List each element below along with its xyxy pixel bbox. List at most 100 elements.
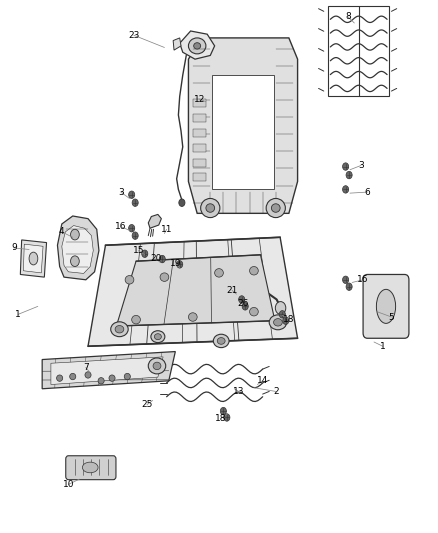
Ellipse shape [177,261,183,268]
Ellipse shape [188,313,197,321]
Ellipse shape [125,276,134,284]
Polygon shape [148,214,161,228]
Polygon shape [88,237,297,346]
Ellipse shape [194,43,201,49]
Polygon shape [188,38,297,213]
Ellipse shape [224,414,230,421]
Text: 13: 13 [233,387,244,396]
Text: 19: 19 [170,260,181,268]
Ellipse shape [343,185,349,193]
Text: 1: 1 [15,310,21,319]
Text: 4: 4 [59,228,65,237]
Ellipse shape [98,377,104,384]
Polygon shape [62,225,93,273]
Ellipse shape [250,308,258,316]
Text: 5: 5 [389,312,394,321]
Text: 3: 3 [118,188,124,197]
Ellipse shape [109,375,115,381]
Ellipse shape [250,266,258,275]
Polygon shape [68,458,113,477]
Ellipse shape [132,199,138,206]
Ellipse shape [29,252,38,265]
Polygon shape [173,38,181,50]
Ellipse shape [279,311,286,318]
Ellipse shape [159,255,165,263]
Ellipse shape [269,315,287,330]
Polygon shape [193,114,206,122]
Ellipse shape [57,375,63,381]
Ellipse shape [132,316,141,324]
Ellipse shape [188,38,206,54]
Ellipse shape [343,163,349,170]
Ellipse shape [85,372,91,378]
Ellipse shape [376,289,396,324]
Text: 23: 23 [128,31,140,40]
Ellipse shape [217,337,225,344]
Polygon shape [193,99,206,107]
Text: 21: 21 [226,286,238,295]
Ellipse shape [215,269,223,277]
Ellipse shape [82,462,98,473]
Ellipse shape [153,362,161,369]
Ellipse shape [206,204,215,212]
Ellipse shape [111,322,128,337]
Text: 16: 16 [115,222,127,231]
Text: 8: 8 [345,12,351,21]
Polygon shape [57,216,99,280]
Polygon shape [117,255,275,326]
Text: 1: 1 [380,342,385,351]
Ellipse shape [242,303,248,310]
Ellipse shape [160,273,169,281]
Text: 20: 20 [150,254,161,263]
Text: 18: 18 [283,315,295,324]
Text: 9: 9 [11,244,17,253]
Polygon shape [193,144,206,152]
Text: 6: 6 [364,188,370,197]
Polygon shape [23,244,43,273]
Polygon shape [20,240,46,277]
Text: 16: 16 [357,275,369,284]
Ellipse shape [343,276,349,284]
Ellipse shape [151,330,165,343]
Text: 10: 10 [63,480,74,489]
Ellipse shape [124,373,131,379]
Text: 12: 12 [194,94,205,103]
Ellipse shape [132,232,138,239]
Text: 3: 3 [358,161,364,170]
Polygon shape [180,31,215,59]
Ellipse shape [154,334,161,340]
FancyBboxPatch shape [66,456,116,480]
Text: 14: 14 [257,376,268,385]
Ellipse shape [283,317,289,325]
Ellipse shape [346,283,352,290]
FancyBboxPatch shape [363,274,409,338]
Polygon shape [193,159,206,166]
Text: 18: 18 [215,414,227,423]
Ellipse shape [272,204,280,212]
Ellipse shape [220,407,226,415]
Text: 7: 7 [83,363,89,372]
Ellipse shape [266,198,286,217]
Ellipse shape [71,256,79,266]
Text: 26: 26 [237,299,249,308]
Ellipse shape [71,229,79,240]
Ellipse shape [276,302,286,314]
Polygon shape [193,129,206,137]
Polygon shape [51,357,163,384]
Polygon shape [193,173,206,181]
Ellipse shape [213,334,229,348]
Ellipse shape [179,199,185,206]
Ellipse shape [129,224,135,232]
Ellipse shape [115,326,124,333]
Text: 2: 2 [273,387,279,396]
Text: 25: 25 [141,400,153,409]
Polygon shape [42,352,175,389]
Ellipse shape [142,250,148,257]
Text: 11: 11 [161,225,173,234]
Ellipse shape [129,191,135,198]
Polygon shape [212,75,274,189]
Ellipse shape [274,319,283,326]
Ellipse shape [239,296,245,303]
Ellipse shape [201,198,220,217]
Ellipse shape [70,373,76,379]
